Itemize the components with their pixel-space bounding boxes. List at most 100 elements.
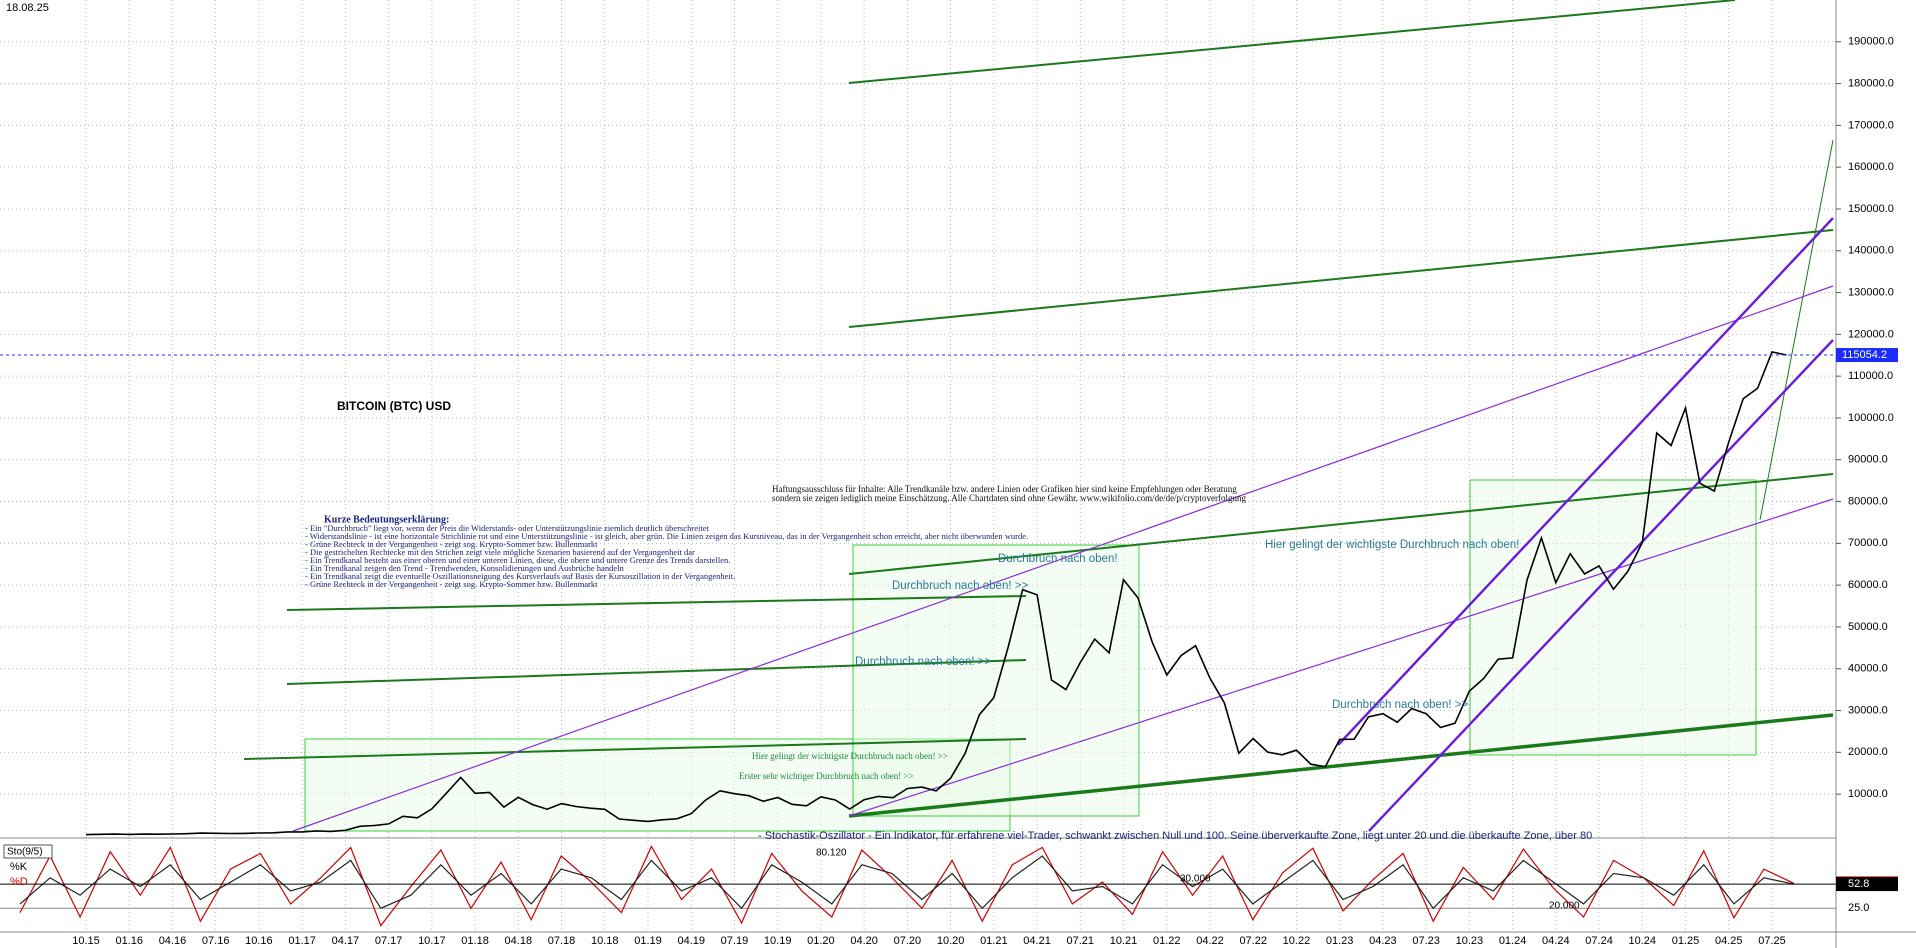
x-tick-label: 07.23 — [1412, 935, 1440, 947]
indicator-description: - Stochastik-Oszillator - Ein Indikator,… — [758, 830, 1592, 842]
x-tick-label: 10.18 — [591, 935, 619, 947]
x-tick-label: 04.17 — [332, 935, 360, 947]
grid — [0, 0, 1836, 930]
annotation: Durchbruch nach oben! — [998, 553, 1118, 565]
y-tick-label: 20000.0 — [1848, 746, 1888, 758]
x-tick-label: 10.24 — [1629, 935, 1657, 947]
x-tick-label: 10.16 — [245, 935, 273, 947]
x-tick-label: 04.23 — [1369, 935, 1397, 947]
annotation: 30.000 — [1180, 874, 1211, 885]
x-tick-label: 10.21 — [1110, 935, 1138, 947]
date: 18.08.25 — [6, 2, 49, 14]
y-tick-label: 100000.0 — [1848, 412, 1894, 424]
line — [85, 350, 1787, 836]
annotation: 20.000 — [1549, 901, 1580, 912]
x-tick-label: 01.25 — [1672, 935, 1700, 947]
x-tick-label: 07.19 — [721, 935, 749, 947]
price-label: 115054.2 — [1842, 349, 1887, 361]
note: - Widerstandslinie - ist eine horizontal… — [305, 531, 1028, 541]
value-label: 52.8 — [1848, 878, 1869, 890]
plot — [0, 350, 1836, 927]
disclaimer: Haftungsausschluss für Inhalte: Alle Tre… — [772, 484, 1237, 494]
annotation: Erster sehr wichtiger Durchbruch nach ob… — [739, 771, 914, 781]
y-tick-label: 140000.0 — [1848, 245, 1894, 257]
y-tick-label: 70000.0 — [1848, 537, 1888, 549]
x-tick-label: 01.22 — [1153, 935, 1181, 947]
y-tick-label: 150000.0 — [1848, 203, 1894, 215]
note: - Die gestrichelten Rechtecke mit den St… — [305, 547, 695, 557]
x-tick-label: 10.22 — [1283, 935, 1311, 947]
y-tick-label: 60000.0 — [1848, 579, 1888, 591]
x-tick-label: 07.21 — [1067, 935, 1095, 947]
x-tick-label: 07.25 — [1758, 935, 1786, 947]
x-tick-label: 07.18 — [548, 935, 576, 947]
y-tick-label: 90000.0 — [1848, 454, 1888, 466]
y-tick-label: 30000.0 — [1848, 704, 1888, 716]
x-tick-label: 07.24 — [1585, 935, 1613, 947]
x-tick-label: 04.21 — [1023, 935, 1051, 947]
y-tick-label: 170000.0 — [1848, 119, 1894, 131]
y-tick-label: 50000.0 — [1848, 621, 1888, 633]
x-tick-label: 10.17 — [418, 935, 446, 947]
x-tick-label: 01.23 — [1326, 935, 1354, 947]
x-tick-label: 01.24 — [1499, 935, 1527, 947]
bull-box — [1469, 479, 1757, 756]
annotation: Durchbruch nach oben! >> — [892, 580, 1028, 592]
x-tick-label: 10.19 — [764, 935, 792, 947]
indicator-label: Sto(9/5) — [7, 847, 43, 858]
x-tick-label: 04.20 — [850, 935, 878, 947]
x-tick-label: 01.17 — [288, 935, 316, 947]
value-box — [1836, 877, 1898, 892]
note-title: Kurze Bedeutungserklärung: — [324, 514, 449, 525]
y-tick-label: 190000.0 — [1848, 36, 1894, 48]
y-tick-label: 180000.0 — [1848, 77, 1894, 89]
x-tick-label: 10.15 — [72, 935, 100, 947]
x-tick-label: 01.16 — [115, 935, 143, 947]
y-tick-label: 40000.0 — [1848, 663, 1888, 675]
x-tick-label: 01.20 — [807, 935, 835, 947]
note: - Ein Trendkanal zeigen den Trend - Tren… — [305, 563, 624, 573]
annotation: Hier gelingt der wichtigste Durchbruch n… — [1265, 539, 1519, 551]
annotation: 80.120 — [816, 848, 847, 859]
trendlines — [243, 0, 1834, 832]
x-tick-label: 04.24 — [1542, 935, 1570, 947]
x-tick-label: 07.20 — [894, 935, 922, 947]
note: - Grüne Rechteck in der Vergangenheit - … — [305, 579, 598, 589]
y-tick-label: 160000.0 — [1848, 161, 1894, 173]
y-tick-label: 130000.0 — [1848, 286, 1894, 298]
y-tick-label: 120000.0 — [1848, 328, 1894, 340]
x-tick-label: 01.21 — [980, 935, 1008, 947]
x-tick-label: 01.18 — [461, 935, 489, 947]
annotation: Durchbruch nach oben! >> — [1332, 699, 1468, 711]
x-tick-label: 04.22 — [1196, 935, 1224, 947]
chart-title: BITCOIN (BTC) USD — [337, 399, 451, 413]
y-tick-label: 80000.0 — [1848, 495, 1888, 507]
x-tick-label: 04.16 — [159, 935, 187, 947]
line — [19, 845, 1795, 927]
x-tick-label: 07.22 — [1239, 935, 1267, 947]
x-tick-label: 04.18 — [505, 935, 533, 947]
x-tick-label: 10.20 — [937, 935, 965, 947]
x-tick-label: 01.19 — [634, 935, 662, 947]
x-tick-label: 07.17 — [375, 935, 403, 947]
note: - Ein Trendkanal zeigt die eventuelle Os… — [305, 571, 735, 581]
bull-box — [852, 544, 1140, 817]
note: - Ein Trendkanal besteht aus einer obere… — [305, 555, 730, 565]
x-tick-label: 04.25 — [1715, 935, 1743, 947]
annotation: Durchbruch nach oben! >> — [855, 656, 991, 668]
y-tick-label: 10000.0 — [1848, 788, 1888, 800]
y-tick-label: 25.0 — [1848, 902, 1869, 914]
legend-label: %D — [10, 876, 28, 888]
indicator-box — [3, 844, 53, 859]
x-tick-label: 04.19 — [677, 935, 705, 947]
note: - Ein "Durchbruch" liegt vor, wenn der P… — [305, 523, 709, 533]
y-tick-label: 110000.0 — [1848, 370, 1893, 382]
legend-label: %K — [10, 861, 28, 873]
disclaimer: sondern sie zeigen lediglich meine Einsc… — [772, 493, 1247, 503]
annotation: Hier gelingt der wichtigste Durchbruch n… — [752, 751, 948, 761]
note: - Grüne Rechteck in der Vergangenheit - … — [305, 539, 598, 549]
price-box — [1836, 348, 1898, 363]
x-tick-label: 10.23 — [1456, 935, 1484, 947]
x-tick-label: 07.16 — [202, 935, 230, 947]
